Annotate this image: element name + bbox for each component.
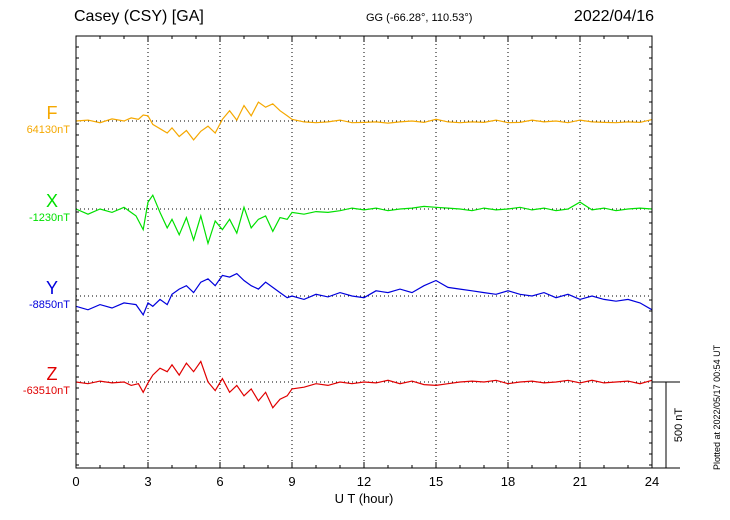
x-tick-label-21: 21: [573, 474, 587, 489]
series-lines: [75, 101, 653, 409]
station-coordinates: GG (-66.28°, 110.53°): [366, 12, 473, 24]
component-name: F: [46, 103, 58, 123]
component-label-X: X -1230nT: [4, 191, 70, 224]
scale-bar-label: 500 nT: [673, 408, 685, 443]
component-name: Z: [46, 364, 58, 384]
x-tick-label-24: 24: [645, 474, 659, 489]
station-title: Casey (CSY) [GA]: [74, 8, 204, 25]
axes: 0 3 6 9 12 15 18 21 24 U T (hour) 500 nT: [72, 35, 685, 506]
component-label-Y: Y -8850nT: [4, 278, 70, 311]
series-line-Y: [75, 272, 653, 317]
x-tick-label-15: 15: [429, 474, 443, 489]
component-baseline: 64130nT: [26, 124, 70, 136]
x-tick-label-3: 3: [144, 474, 151, 489]
x-tick-label-12: 12: [357, 474, 371, 489]
component-baseline: -8850nT: [29, 299, 70, 311]
grid: [76, 36, 652, 468]
component-baseline: -1230nT: [29, 212, 70, 224]
series-line-F: [75, 101, 653, 141]
x-tick-label-18: 18: [501, 474, 515, 489]
x-tick-label-6: 6: [216, 474, 223, 489]
plot-date: 2022/04/16: [573, 8, 654, 25]
x-tick-label-0: 0: [72, 474, 79, 489]
component-name: X: [45, 191, 58, 211]
component-label-F: F 64130nT: [4, 103, 70, 136]
component-label-Z: Z -63510nT: [4, 364, 70, 397]
plotted-timestamp: Plotted at 2022/05/17 00:54 UT: [712, 344, 722, 470]
component-baseline: -63510nT: [22, 385, 70, 397]
x-tick-label-9: 9: [288, 474, 295, 489]
x-axis-label: U T (hour): [335, 491, 394, 506]
series-line-X: [75, 193, 653, 246]
component-name: Y: [45, 278, 58, 298]
series-line-Z: [75, 360, 653, 409]
